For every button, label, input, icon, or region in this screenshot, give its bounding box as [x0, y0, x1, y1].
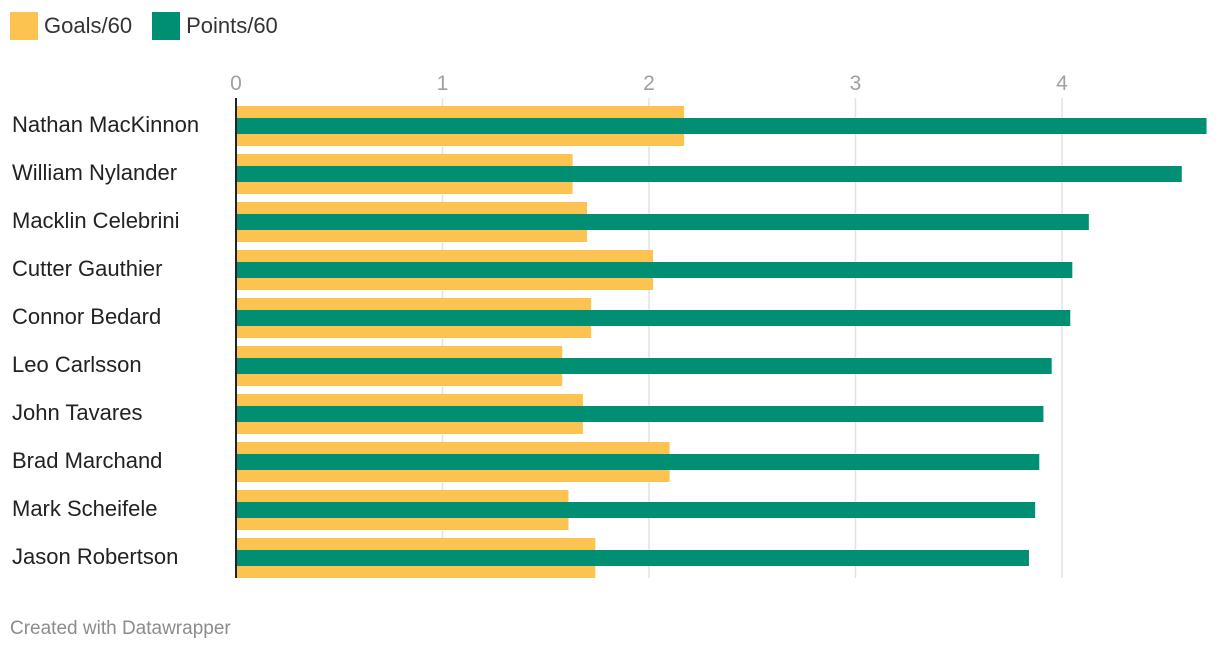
legend-item-goals: Goals/60 — [10, 12, 132, 40]
category-label-8: Mark Scheifele — [12, 496, 158, 521]
legend-swatch-points — [152, 12, 181, 40]
category-label-0: Nathan MacKinnon — [12, 112, 199, 137]
bar-points-4 — [236, 310, 1071, 326]
bar-points-3 — [236, 262, 1073, 278]
legend: Goals/60 Points/60 — [10, 12, 298, 40]
x-axis-ticks: 0 1 2 3 4 — [230, 72, 1068, 95]
category-label-5: Leo Carlsson — [12, 352, 142, 377]
category-label-4: Connor Bedard — [12, 304, 161, 329]
bar-points-1 — [236, 166, 1182, 182]
footer-credit: Created with Datawrapper — [10, 618, 231, 639]
category-label-6: John Tavares — [12, 400, 142, 425]
x-tick-label-3: 3 — [850, 72, 862, 95]
bar-points-8 — [236, 502, 1036, 518]
x-tick-label-4: 4 — [1056, 72, 1068, 95]
bar-points-0 — [236, 118, 1207, 134]
bar-points-5 — [236, 358, 1052, 374]
bar-chart: 0 1 2 3 4 Nathan MacKinnon William Nylander Ma… — [12, 72, 1207, 578]
bar-points-7 — [236, 454, 1040, 470]
legend-label-goals: Goals/60 — [44, 13, 133, 38]
legend-label-points: Points/60 — [186, 13, 278, 38]
legend-swatch-goals — [10, 12, 38, 40]
category-label-1: William Nylander — [12, 160, 177, 185]
category-label-3: Cutter Gauthier — [12, 256, 162, 281]
category-labels: Nathan MacKinnon William Nylander Macklin … — [12, 112, 199, 569]
category-label-2: Macklin Celebrini — [12, 208, 180, 233]
x-tick-label-1: 1 — [437, 72, 449, 95]
category-label-7: Brad Marchand — [12, 448, 162, 473]
bar-points-2 — [236, 214, 1089, 230]
category-label-9: Jason Robertson — [12, 544, 178, 569]
bars — [236, 106, 1207, 578]
bar-points-9 — [236, 550, 1029, 566]
bar-points-6 — [236, 406, 1044, 422]
legend-item-points: Points/60 — [152, 12, 278, 40]
x-tick-label-2: 2 — [643, 72, 655, 95]
x-tick-label-0: 0 — [230, 72, 242, 95]
